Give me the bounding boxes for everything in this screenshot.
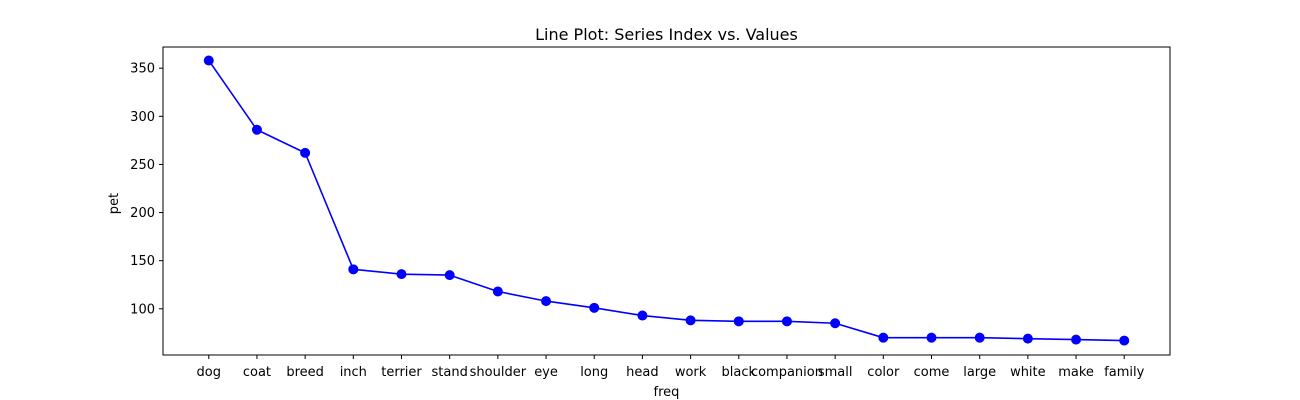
x-tick-label: companion — [751, 365, 823, 380]
x-tick-label: inch — [340, 365, 367, 380]
x-tick-label: come — [914, 365, 950, 380]
data-point — [733, 316, 744, 327]
y-axis-label: pet — [107, 193, 122, 214]
data-point — [781, 316, 792, 327]
x-tick-label: large — [963, 365, 996, 380]
plot-frame — [162, 46, 1171, 356]
data-point — [251, 124, 262, 135]
x-tick-label: breed — [286, 365, 324, 380]
data-point — [589, 302, 600, 313]
x-tick-label: work — [675, 365, 707, 380]
x-tick-label: small — [818, 365, 853, 380]
x-tick-label: black — [722, 365, 757, 380]
y-tick-label: 350 — [130, 62, 155, 77]
y-tick-label: 100 — [130, 302, 155, 317]
data-point — [1119, 335, 1130, 346]
data-point — [492, 286, 503, 297]
data-point — [878, 332, 889, 343]
chart-title: Line Plot: Series Index vs. Values — [535, 25, 798, 44]
data-point — [396, 269, 407, 280]
x-tick-label: head — [626, 365, 658, 380]
x-tick-label: family — [1104, 365, 1144, 380]
data-point — [1022, 333, 1033, 344]
data-point — [1071, 334, 1082, 345]
x-tick-label: terrier — [381, 365, 422, 380]
x-tick-label: make — [1058, 365, 1094, 380]
x-tick-label: long — [580, 365, 608, 380]
data-point — [830, 318, 841, 329]
plot-area: 100 150 200 250 300 350 dog coat breed inch terrie… — [130, 46, 1171, 380]
data-point — [541, 296, 552, 307]
y-tick-label: 200 — [130, 206, 155, 221]
data-point — [300, 147, 311, 158]
data-point — [444, 270, 455, 281]
x-tick-label: color — [867, 365, 900, 380]
x-tick-label: shoulder — [470, 365, 527, 380]
x-tick-label: stand — [432, 365, 468, 380]
y-tick-label: 250 — [130, 158, 155, 173]
data-point — [926, 332, 937, 343]
data-point — [348, 264, 359, 275]
x-tick-label: dog — [197, 365, 221, 380]
data-point — [637, 310, 648, 321]
series-line — [208, 60, 1125, 342]
data-point — [685, 315, 696, 326]
x-tick-label: coat — [243, 365, 271, 380]
data-point — [974, 332, 985, 343]
y-tick-label: 300 — [130, 110, 155, 125]
y-tick-label: 150 — [130, 254, 155, 269]
x-axis-label: freq — [654, 385, 680, 400]
x-tick-label: white — [1010, 365, 1046, 380]
x-tick-label: eye — [534, 365, 558, 380]
data-point — [203, 55, 214, 66]
